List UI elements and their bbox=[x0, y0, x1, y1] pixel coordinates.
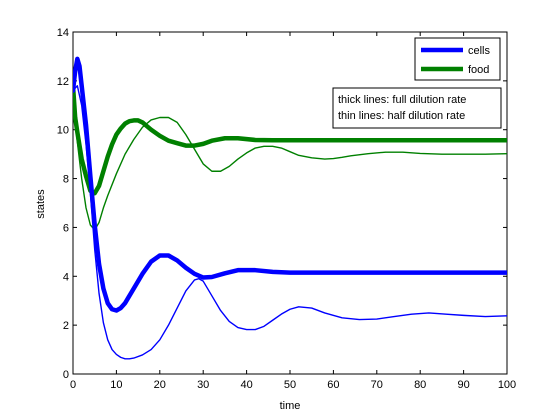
x-tick-label: 30 bbox=[197, 379, 209, 391]
x-tick-label: 40 bbox=[240, 379, 252, 391]
series-line-food-thick bbox=[73, 83, 507, 196]
x-axis-ticks: 0 10 20 30 40 50 60 70 80 90 100 bbox=[70, 32, 516, 391]
y-tick-label: 8 bbox=[63, 174, 69, 186]
y-tick-label: 4 bbox=[63, 271, 69, 283]
x-tick-label: 70 bbox=[371, 379, 383, 391]
x-tick-label: 100 bbox=[498, 379, 516, 391]
annotation-box bbox=[332, 87, 502, 129]
y-tick-label: 0 bbox=[63, 369, 69, 381]
x-tick-label: 50 bbox=[284, 379, 296, 391]
y-tick-label: 10 bbox=[57, 125, 69, 137]
legend: cells food bbox=[414, 37, 501, 81]
series-line-food-thin bbox=[73, 85, 507, 231]
y-tick-label: 14 bbox=[57, 27, 69, 39]
plot-area bbox=[72, 31, 508, 375]
x-tick-label: 90 bbox=[457, 379, 469, 391]
legend-box bbox=[414, 37, 501, 81]
annotation-line-1: thick lines: full dilution rate bbox=[338, 94, 466, 106]
x-tick-label: 10 bbox=[110, 379, 122, 391]
x-tick-label: 20 bbox=[154, 379, 166, 391]
x-tick-label: 0 bbox=[70, 379, 76, 391]
legend-label-cells: cells bbox=[468, 45, 491, 57]
x-tick-label: 60 bbox=[327, 379, 339, 391]
x-tick-label: 80 bbox=[414, 379, 426, 391]
y-axis-label: states bbox=[35, 189, 47, 219]
y-tick-label: 6 bbox=[63, 222, 69, 234]
y-tick-label: 2 bbox=[63, 320, 69, 332]
x-axis-label: time bbox=[280, 400, 301, 412]
y-axis-ticks: 0 2 4 6 8 10 12 14 bbox=[57, 27, 507, 381]
annotation-line-2: thin lines: half dilution rate bbox=[338, 110, 465, 122]
annotation: thick lines: full dilution rate thin lin… bbox=[332, 87, 502, 129]
y-tick-label: 12 bbox=[57, 76, 69, 88]
series-line-cells-thick bbox=[73, 56, 507, 313]
series-layer bbox=[73, 56, 507, 360]
series-line-cells-thin bbox=[73, 85, 507, 360]
legend-label-food: food bbox=[468, 64, 489, 76]
